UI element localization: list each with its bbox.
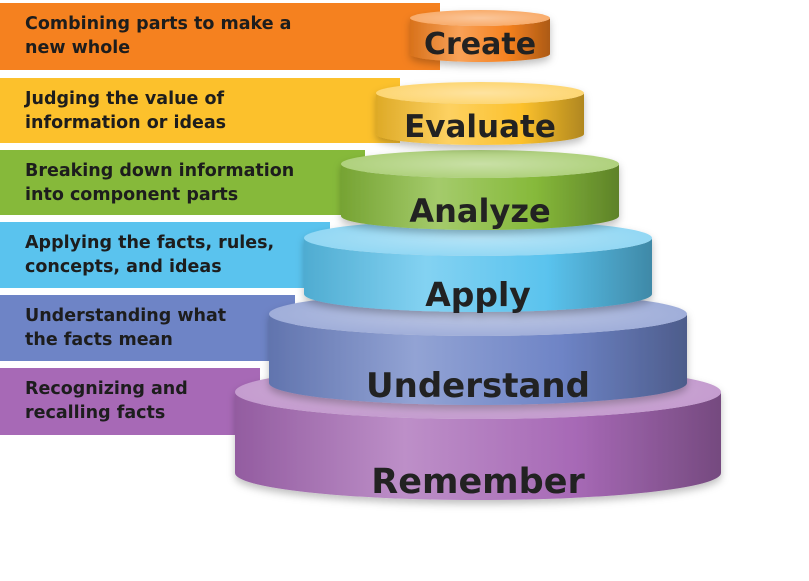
tier-apply-label: Apply <box>425 275 531 314</box>
tier-remember-label: Remember <box>371 462 585 502</box>
pyramid-tiers: Remember Understand Apply Analyze Evaluate Cr… <box>235 10 721 502</box>
band-fill <box>0 150 365 215</box>
band-analyze-line-1: Breaking down information <box>25 161 294 181</box>
tier-create: Create <box>410 10 550 62</box>
tier-apply-top <box>304 220 652 256</box>
tier-evaluate-label: Evaluate <box>404 109 556 145</box>
band-analyze-line-2: into component parts <box>25 185 238 205</box>
band-understand-line-2: the facts mean <box>25 330 173 350</box>
band-remember: Recognizing and recalling facts <box>0 368 260 435</box>
band-understand-line-1: Understanding what <box>25 306 226 326</box>
band-evaluate: Judging the value of information or ideas <box>0 78 400 143</box>
tier-apply-side <box>304 238 652 312</box>
tier-analyze-label: Analyze <box>409 192 550 230</box>
band-remember-line-1: Recognizing and <box>25 379 188 399</box>
band-understand: Understanding what the facts mean <box>0 295 295 361</box>
description-bands: Combining parts to make a new whole Judgin… <box>0 3 440 435</box>
tier-create-top <box>410 10 550 26</box>
tier-understand-label: Understand <box>366 366 590 406</box>
band-remember-line-2: recalling facts <box>25 403 165 423</box>
band-fill <box>0 78 400 143</box>
tier-remember-side <box>235 392 721 500</box>
tier-evaluate-top <box>376 82 584 104</box>
band-evaluate-line-2: information or ideas <box>25 113 226 133</box>
band-analyze: Breaking down information into component … <box>0 150 365 215</box>
tier-analyze-side <box>341 164 619 230</box>
tier-understand-side <box>269 314 687 405</box>
band-fill <box>0 368 260 435</box>
tier-create-side <box>410 18 550 62</box>
band-create: Combining parts to make a new whole <box>0 3 440 70</box>
tier-create-label: Create <box>424 27 536 62</box>
tier-evaluate-side <box>376 93 584 145</box>
band-apply-line-2: concepts, and ideas <box>25 257 222 277</box>
band-create-line-1: Combining parts to make a <box>25 14 291 34</box>
band-apply-line-1: Applying the facts, rules, <box>25 233 274 253</box>
tier-apply: Apply <box>304 220 652 314</box>
tier-analyze-top <box>341 150 619 178</box>
band-fill <box>0 3 440 70</box>
tier-evaluate: Evaluate <box>376 82 584 145</box>
band-evaluate-line-1: Judging the value of <box>24 89 225 109</box>
band-create-line-2: new whole <box>25 38 130 58</box>
band-fill <box>0 222 330 288</box>
tier-analyze: Analyze <box>341 150 619 230</box>
band-apply: Applying the facts, rules, concepts, and … <box>0 222 330 288</box>
band-fill <box>0 295 295 361</box>
